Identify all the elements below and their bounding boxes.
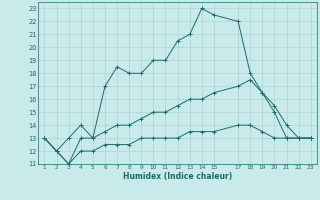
X-axis label: Humidex (Indice chaleur): Humidex (Indice chaleur) — [123, 172, 232, 181]
